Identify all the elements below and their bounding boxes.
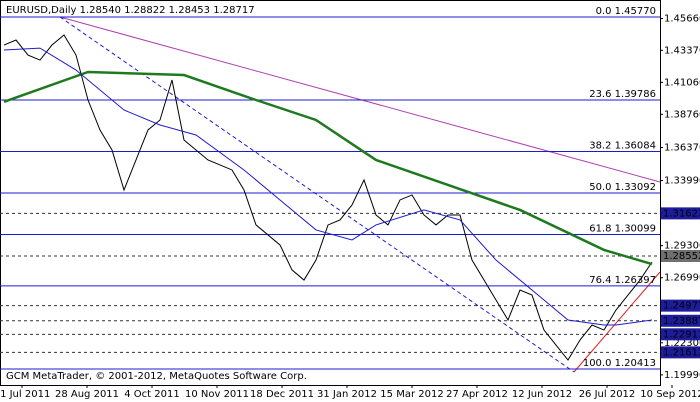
- y-tick-label: 1.38760: [664, 109, 700, 120]
- fib-label: 0.0 1.45770: [596, 6, 656, 17]
- x-tick-label: 10 Sep 2012: [640, 389, 700, 400]
- y-tick-label: 1.43370: [664, 45, 700, 56]
- trendline: [59, 16, 661, 183]
- x-tick-label: 15 Mar 2012: [380, 389, 443, 400]
- x-tick-label: 28 Aug 2011: [55, 389, 119, 400]
- x-tick-label: 21 Jul 2011: [0, 389, 50, 400]
- level-label: 1.23887: [663, 316, 700, 327]
- y-tick-label: 1.41060: [664, 77, 700, 88]
- footer: GCM MetaTrader, © 2001-2012, MetaQuotes …: [6, 371, 307, 382]
- y-tick-label: 1.36370: [664, 142, 700, 153]
- fib-label: 38.2 1.36084: [589, 140, 656, 151]
- series-line: [3, 47, 653, 326]
- level-label: 1.21612: [663, 347, 700, 358]
- series-line: [3, 34, 653, 361]
- fib-label: 50.0 1.33092: [589, 182, 656, 193]
- level-box: [661, 346, 700, 359]
- x-tick-label: 10 Nov 2011: [185, 389, 249, 400]
- fib-line: [59, 16, 575, 373]
- x-tick-label: 12 Jun 2012: [512, 389, 572, 400]
- fib-label: 100.0 1.20413: [583, 358, 656, 369]
- x-tick-label: 18 Dec 2011: [250, 389, 314, 400]
- fib-label: 23.6 1.39786: [589, 89, 656, 100]
- y-tick-label: 1.26990: [664, 273, 700, 284]
- level-box: [661, 314, 700, 327]
- level-label: 1.28552: [663, 251, 700, 262]
- x-tick-label: 31 Jan 2012: [317, 389, 377, 400]
- y-tick-label: 1.33990: [664, 176, 700, 187]
- level-box: [661, 250, 700, 263]
- x-tick-label: 26 Jul 2012: [579, 389, 636, 400]
- fib-label: 61.8 1.30099: [589, 224, 656, 235]
- x-tick-label: 4 Oct 2011: [124, 389, 179, 400]
- level-box: [661, 207, 700, 220]
- fib-label: 76.4 1.26397: [589, 275, 656, 286]
- y-tick-label: 1.22300: [664, 338, 700, 349]
- trendline: [573, 271, 661, 373]
- level-box: [661, 299, 700, 312]
- y-tick-label: 1.29300: [664, 241, 700, 252]
- level-label: 1.31623: [663, 208, 700, 219]
- level-box: [661, 328, 700, 341]
- x-tick-label: 27 Apr 2012: [446, 389, 508, 400]
- y-tick-label: 1.45660: [664, 14, 700, 25]
- level-label: 1.24977: [663, 301, 700, 312]
- chart-title: EURUSD,Daily 1.28540 1.28822 1.28453 1.2…: [6, 5, 255, 16]
- series-line: [3, 70, 653, 266]
